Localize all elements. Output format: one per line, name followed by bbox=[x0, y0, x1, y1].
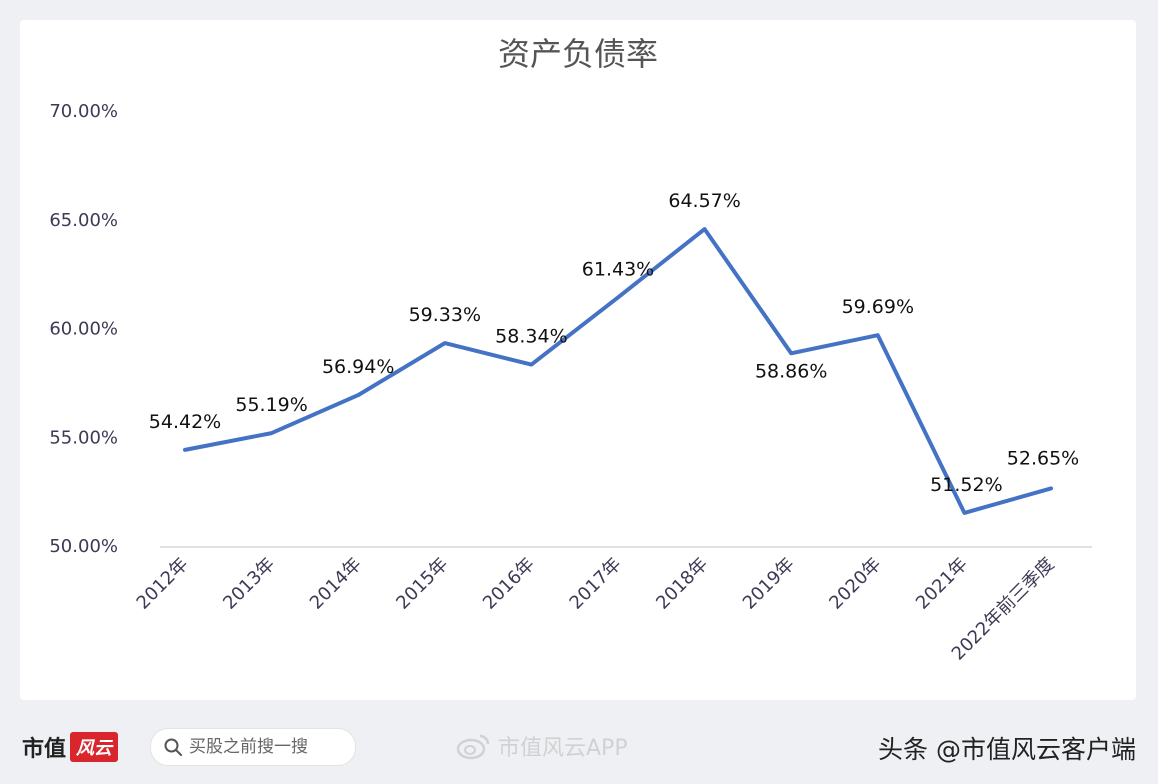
brand-logo[interactable]: 市值 风云 bbox=[22, 732, 119, 762]
data-label: 64.57% bbox=[668, 190, 740, 212]
weibo-watermark: 市值风云APP bbox=[456, 730, 628, 762]
line-chart: 资产负债率 50.00% 55.00% 60.00% 65.00% 70.00% 201… bbox=[49, 35, 1092, 665]
data-label: 58.86% bbox=[755, 360, 827, 382]
data-label: 61.43% bbox=[582, 258, 654, 280]
search-icon bbox=[164, 738, 182, 756]
x-tick-label: 2015年 bbox=[392, 554, 452, 614]
source-credit: 头条 @市值风云客户端 bbox=[878, 735, 1136, 764]
data-label: 51.52% bbox=[930, 474, 1002, 496]
x-axis: 2012年 2013年 2014年 2015年 2016年 2017年 2018年 2019年… bbox=[133, 554, 1059, 665]
weibo-icon bbox=[456, 734, 490, 760]
x-tick-label: 2017年 bbox=[566, 554, 626, 614]
y-tick-label: 60.00% bbox=[49, 319, 118, 340]
y-tick-label: 70.00% bbox=[49, 101, 118, 122]
search-box[interactable] bbox=[150, 728, 356, 766]
chart-card: 资产负债率 50.00% 55.00% 60.00% 65.00% 70.00% 201… bbox=[20, 20, 1136, 700]
x-tick-label: 2012年 bbox=[133, 554, 193, 614]
data-label: 59.69% bbox=[842, 296, 914, 318]
data-labels: 54.42% 55.19% 56.94% 59.33% 58.34% 61.43% 64.5… bbox=[149, 190, 1079, 496]
x-tick-label: 2020年 bbox=[825, 554, 885, 614]
weibo-text: 市值风云APP bbox=[498, 736, 628, 761]
y-axis: 50.00% 55.00% 60.00% 65.00% 70.00% bbox=[49, 101, 118, 557]
x-tick-label: 2013年 bbox=[219, 554, 279, 614]
x-tick-label: 2021年 bbox=[912, 554, 972, 614]
x-tick-label: 2018年 bbox=[652, 554, 712, 614]
search-input[interactable] bbox=[189, 737, 349, 757]
data-label: 54.42% bbox=[149, 411, 221, 433]
y-tick-label: 65.00% bbox=[49, 210, 118, 231]
series-line bbox=[183, 227, 1053, 515]
footer-bar: 市值 风云 市值风云APP 头条 @市值风云客户端 bbox=[0, 706, 1158, 784]
data-label: 52.65% bbox=[1007, 447, 1079, 469]
y-tick-label: 50.00% bbox=[49, 536, 118, 557]
x-tick-label: 2016年 bbox=[479, 554, 539, 614]
brand-badge: 风云 bbox=[70, 732, 119, 762]
x-tick-label: 2014年 bbox=[306, 554, 366, 614]
brand-name: 市值 bbox=[22, 737, 67, 762]
data-label: 58.34% bbox=[495, 326, 567, 348]
chart-title: 资产负债率 bbox=[498, 35, 658, 73]
data-label: 59.33% bbox=[409, 304, 481, 326]
data-label: 55.19% bbox=[235, 394, 307, 416]
x-tick-label: 2019年 bbox=[739, 554, 799, 614]
y-tick-label: 55.00% bbox=[49, 427, 118, 448]
data-label: 56.94% bbox=[322, 356, 394, 378]
